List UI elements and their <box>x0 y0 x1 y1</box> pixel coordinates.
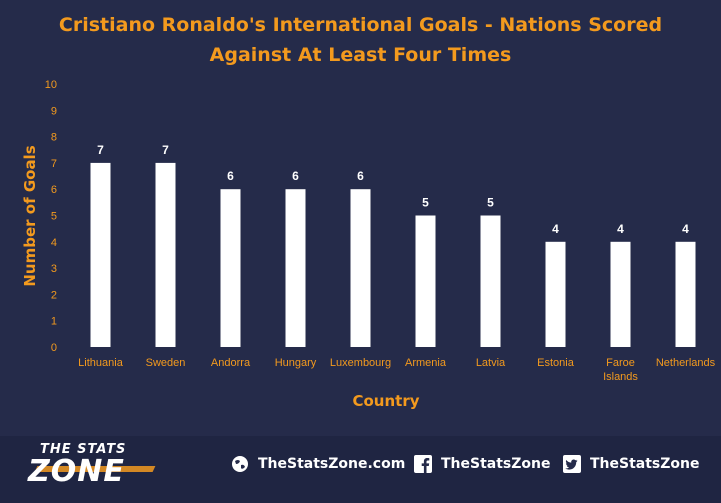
data-label: 4 <box>617 222 624 236</box>
bar <box>610 241 631 347</box>
y-tick-label: 1 <box>51 316 57 328</box>
bar <box>155 162 176 347</box>
data-label: 4 <box>682 222 689 236</box>
y-tick-label: 4 <box>51 237 57 249</box>
data-label: 6 <box>357 169 364 183</box>
bar <box>220 189 241 347</box>
data-label: 5 <box>422 196 429 210</box>
bar <box>415 215 436 347</box>
x-tick-label: Islands <box>603 371 638 383</box>
twitter-icon <box>563 455 581 473</box>
y-tick-label: 7 <box>51 158 57 170</box>
facebook-link[interactable]: TheStatsZone <box>414 453 551 475</box>
bar-chart: 0 1 2 3 4 5 6 7 8 9 10 7 Lithuania 7 Sweden 6 Andorra 6 Hu… <box>21 79 716 410</box>
facebook-link-text: TheStatsZone <box>441 456 551 472</box>
globe-icon <box>231 455 249 473</box>
twitter-link-text: TheStatsZone <box>590 456 700 472</box>
chart-title-line-2: Against At Least Four Times <box>209 44 512 66</box>
data-label: 7 <box>162 143 169 157</box>
x-tick-label: Andorra <box>211 357 251 369</box>
chart-title: Cristiano Ronaldo's International Goals … <box>0 10 721 70</box>
data-label: 6 <box>292 169 299 183</box>
bar <box>90 162 111 347</box>
bar <box>350 189 371 347</box>
x-tick-label: Armenia <box>405 357 447 369</box>
x-tick-label: Luxembourg <box>330 357 391 369</box>
data-label: 4 <box>552 222 559 236</box>
x-tick-label: Hungary <box>275 357 317 369</box>
chart-title-line-1: Cristiano Ronaldo's International Goals … <box>58 14 663 36</box>
y-tick-label: 5 <box>51 211 57 223</box>
y-axis-title: Number of Goals <box>21 145 39 286</box>
bar <box>545 241 566 347</box>
bar <box>285 189 306 347</box>
x-tick-label: Faroe <box>606 357 635 369</box>
twitter-link[interactable]: TheStatsZone <box>563 453 700 475</box>
website-link[interactable]: TheStatsZone.com <box>231 453 405 475</box>
data-label: 7 <box>97 143 104 157</box>
data-label: 5 <box>487 196 494 210</box>
x-tick-label: Estonia <box>537 357 575 369</box>
x-tick-label: Netherlands <box>656 357 716 369</box>
bar <box>480 215 501 347</box>
y-tick-label: 8 <box>51 132 57 144</box>
bar <box>675 241 696 347</box>
y-tick-label: 0 <box>51 342 57 354</box>
logo-big-text: ZONE <box>28 454 125 489</box>
x-axis-title: Country <box>352 392 419 410</box>
logo-small-text: THE STATS <box>40 442 127 457</box>
x-tick-label: Sweden <box>146 357 186 369</box>
facebook-icon <box>414 455 432 473</box>
y-tick-label: 10 <box>45 79 57 91</box>
x-tick-label: Lithuania <box>78 357 124 369</box>
stats-zone-logo: THE STATS ZONE <box>28 440 158 490</box>
x-tick-label: Latvia <box>476 357 506 369</box>
data-label: 6 <box>227 169 234 183</box>
y-tick-label: 6 <box>51 184 57 196</box>
website-link-text: TheStatsZone.com <box>258 456 406 472</box>
y-tick-label: 2 <box>51 289 57 301</box>
y-tick-label: 3 <box>51 263 57 275</box>
y-tick-label: 9 <box>51 105 57 117</box>
